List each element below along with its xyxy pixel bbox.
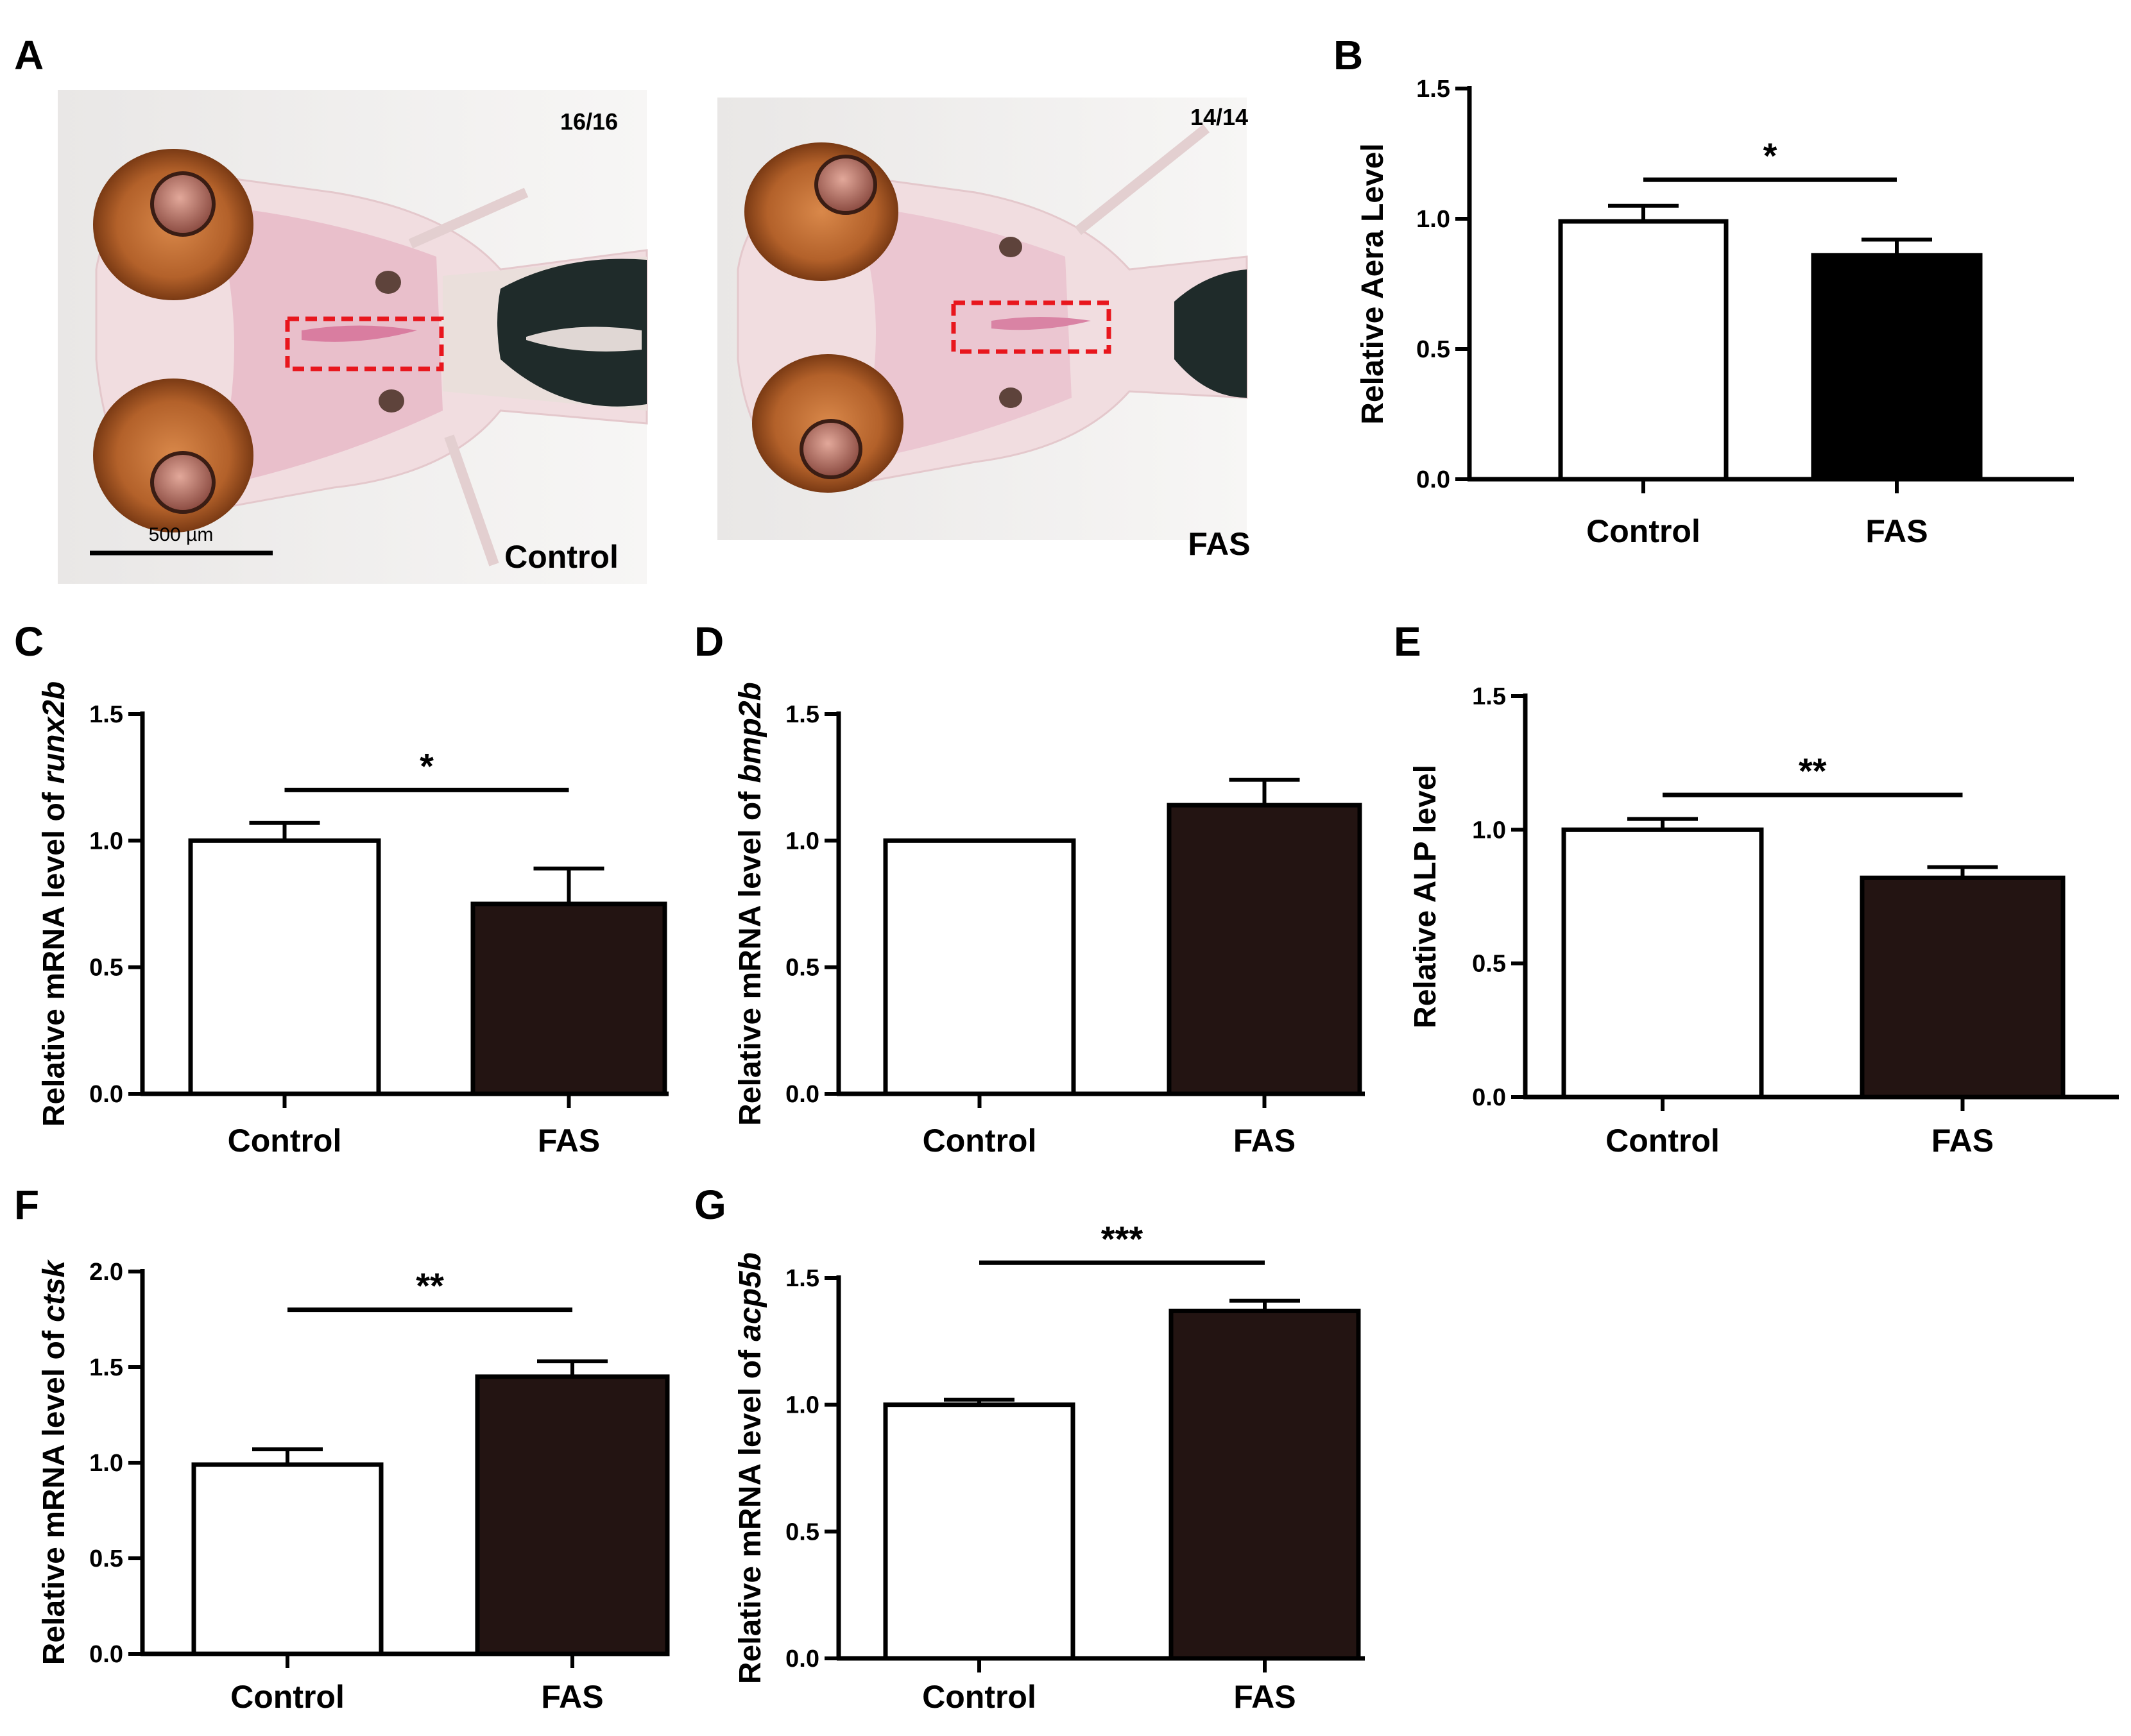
y-tick-label: 0.5: [89, 1545, 123, 1572]
x-tick-label-fas: FAS: [1931, 1123, 1994, 1159]
y-axis-label-text: Relative ALP level: [1408, 765, 1442, 1028]
panel-letter-a: A: [14, 32, 44, 78]
significance-marker: *: [420, 745, 434, 786]
y-tick-label: 1.0: [1416, 206, 1450, 233]
bar-control: [188, 838, 381, 1096]
x-tick-label-control: Control: [1605, 1123, 1720, 1159]
chart-c: C 0.0 0.5 1.0 1.5 Control FAS Relative mRNA lev…: [14, 618, 669, 1159]
y-tick-label: 1.0: [89, 828, 123, 855]
y-axis-label-gene: bmp2b: [733, 682, 767, 783]
y-axis-label-text: Relative Aera Level: [1356, 143, 1390, 424]
panel-letter-g: G: [694, 1182, 726, 1228]
control-ratio: 16/16: [560, 108, 618, 135]
y-axis-label-gene: ctsk: [37, 1259, 71, 1322]
chart-f: F 0.0 0.5 1.0 1.5 2.0 Control FAS Relative mRNA …: [14, 1182, 670, 1715]
bar-control: [191, 1462, 384, 1656]
fas-image-label: FAS: [1188, 526, 1250, 562]
y-tick-label: 1.5: [1416, 76, 1450, 103]
x-tick-label-fas: FAS: [1233, 1123, 1296, 1159]
y-axis-label-text: Relative mRNA level of: [733, 1341, 767, 1684]
panel-letter-c: C: [14, 618, 44, 665]
x-tick-label-control: Control: [230, 1679, 345, 1715]
panel-letter-b: B: [1333, 32, 1363, 78]
y-axis-label-gene: runx2b: [37, 681, 71, 784]
bar-fas: [1860, 875, 2066, 1100]
bar-control: [1561, 827, 1764, 1100]
y-tick-label: 0.0: [785, 1646, 819, 1672]
y-axis-label-text: Relative mRNA level of: [733, 783, 767, 1125]
panel-a: A 16/16 500 µm Control: [14, 32, 1251, 584]
y-tick-label: 0.5: [785, 1519, 819, 1545]
y-axis-label: Relative ALP level: [1408, 765, 1442, 1028]
y-tick-label: 0.0: [785, 1081, 819, 1108]
y-tick-label: 0.5: [1472, 951, 1506, 978]
y-tick-label: 1.0: [785, 828, 819, 855]
y-tick-label: 1.0: [785, 1392, 819, 1419]
y-axis-label-gene: acp5b: [733, 1252, 767, 1341]
y-axis-label: Relative mRNA level of acp5b: [733, 1252, 767, 1684]
y-tick-label: 1.5: [785, 1265, 819, 1292]
y-tick-label: 0.0: [89, 1081, 123, 1108]
bar-control: [1558, 219, 1729, 482]
y-axis-label: Relative mRNA level of runx2b: [37, 681, 71, 1127]
bar-fas: [475, 1374, 670, 1656]
y-tick-label: 1.0: [89, 1450, 123, 1477]
chart-b: B 0.0 0.5 1.0 1.5 Control FAS Relative Aera Lev…: [1333, 32, 2074, 549]
bar-fas: [1168, 1308, 1361, 1661]
chart-g: G 0.0 0.5 1.0 1.5 Control FAS Relative mRNA lev…: [694, 1182, 1365, 1715]
panel-letter-f: F: [14, 1182, 39, 1228]
x-tick-label-control: Control: [1586, 513, 1700, 549]
fas-ratio: 14/14: [1190, 104, 1248, 130]
y-axis-label-text: Relative mRNA level of: [37, 784, 71, 1127]
x-tick-label-control: Control: [228, 1123, 342, 1159]
y-axis-label: Relative mRNA level of bmp2b: [733, 682, 767, 1126]
control-larva-image: [58, 90, 648, 584]
y-tick-label: 0.5: [1416, 336, 1450, 363]
chart-d: D 0.0 0.5 1.0 1.5 Control FAS Relative mRNA lev…: [694, 618, 1365, 1159]
panel-letter-d: D: [694, 618, 724, 665]
y-axis-label: Relative Aera Level: [1356, 143, 1390, 424]
y-tick-label: 2.0: [89, 1259, 123, 1286]
significance-marker: ***: [1101, 1218, 1143, 1259]
x-tick-label-fas: FAS: [541, 1679, 603, 1715]
scale-bar-label: 500 µm: [149, 524, 214, 545]
control-image-label: Control: [504, 539, 619, 575]
significance-marker: *: [1763, 135, 1777, 176]
bar-control: [883, 1402, 1075, 1661]
y-tick-label: 1.5: [1472, 683, 1506, 710]
bar-fas: [1811, 253, 1983, 482]
y-tick-label: 0.5: [89, 955, 123, 982]
y-tick-label: 0.0: [1472, 1084, 1506, 1111]
y-tick-label: 0.0: [89, 1641, 123, 1668]
chart-e: E 0.0 0.5 1.0 1.5 Control FAS Relative ALP leve…: [1394, 618, 2119, 1159]
y-axis-label-text: Relative mRNA level of: [37, 1322, 71, 1665]
y-axis-label: Relative mRNA level of ctsk: [37, 1259, 71, 1665]
y-tick-label: 0.5: [785, 955, 819, 982]
x-tick-label-control: Control: [923, 1123, 1037, 1159]
x-tick-label-control: Control: [922, 1679, 1036, 1715]
x-tick-label-fas: FAS: [1865, 513, 1928, 549]
y-tick-label: 1.5: [89, 1354, 123, 1381]
x-tick-label-fas: FAS: [1233, 1679, 1296, 1715]
significance-marker: **: [416, 1266, 444, 1306]
fas-larva-image: [717, 98, 1248, 540]
bar-fas: [1167, 803, 1362, 1096]
bar-fas: [470, 901, 667, 1096]
y-tick-label: 1.0: [1472, 817, 1506, 844]
significance-marker: **: [1799, 751, 1827, 791]
bar-control: [883, 838, 1076, 1096]
y-tick-label: 0.0: [1416, 466, 1450, 493]
x-tick-label-fas: FAS: [538, 1123, 600, 1159]
y-tick-label: 1.5: [785, 701, 819, 728]
panel-letter-e: E: [1394, 618, 1421, 665]
y-tick-label: 1.5: [89, 701, 123, 728]
